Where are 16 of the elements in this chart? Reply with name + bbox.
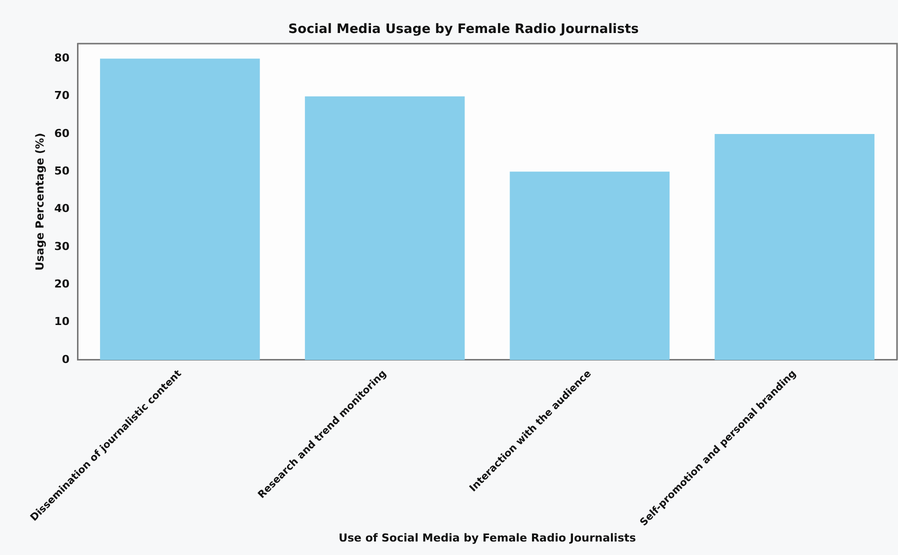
y-tick-label: 80 bbox=[54, 52, 70, 65]
y-tick-label: 70 bbox=[54, 89, 70, 102]
y-tick-label: 10 bbox=[54, 315, 70, 328]
bar bbox=[100, 58, 260, 360]
bar bbox=[510, 172, 670, 360]
x-axis-title: Use of Social Media by Female Radio Journalists bbox=[338, 531, 636, 544]
bar bbox=[714, 134, 874, 360]
y-tick-label: 20 bbox=[54, 277, 70, 290]
y-axis-title: Usage Percentage (%) bbox=[33, 132, 46, 271]
y-tick-label: 0 bbox=[62, 352, 70, 366]
y-tick-label: 50 bbox=[54, 164, 70, 178]
y-tick-label: 60 bbox=[54, 126, 70, 140]
bar bbox=[304, 96, 465, 360]
y-tick-label: 40 bbox=[54, 202, 70, 216]
chart-title: Social Media Usage by Female Radio Journalists bbox=[288, 22, 639, 38]
y-tick-label: 30 bbox=[54, 240, 70, 253]
